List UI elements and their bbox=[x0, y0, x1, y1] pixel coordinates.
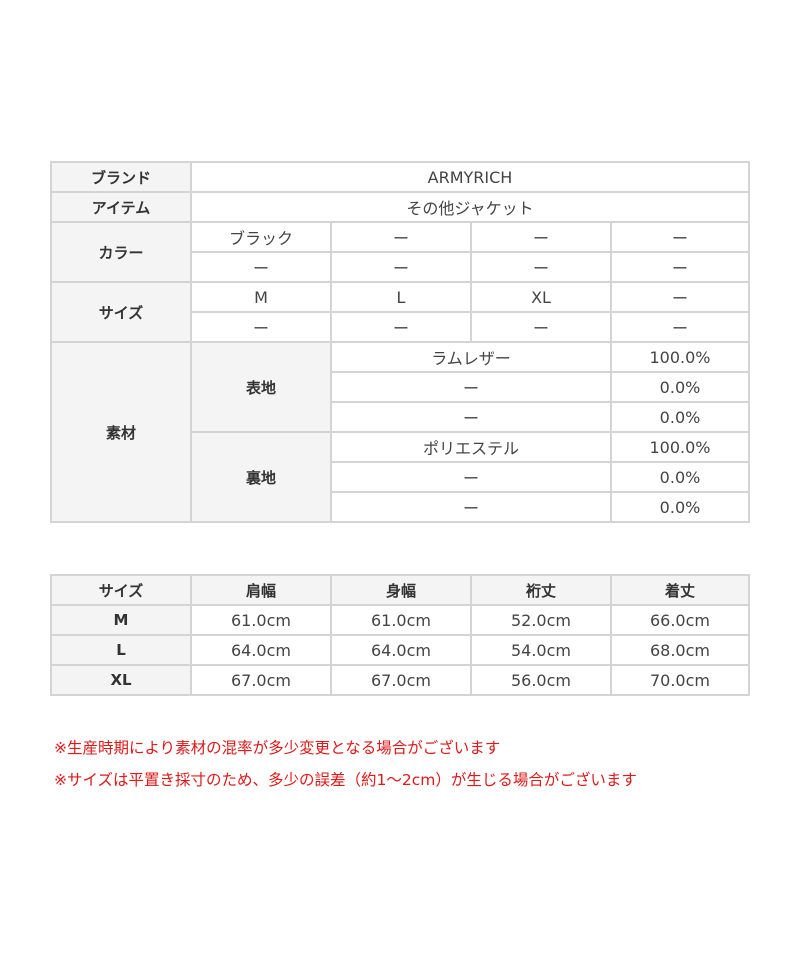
material-name: ー bbox=[330, 401, 612, 433]
color-cell: ー bbox=[610, 221, 750, 253]
table-row: ー ー ー ー bbox=[51, 311, 750, 343]
color-cell: ー bbox=[470, 221, 612, 253]
table-cell: 61.0cm bbox=[190, 604, 332, 636]
outer-label: 表地 bbox=[190, 341, 332, 433]
table-cell: 64.0cm bbox=[330, 634, 472, 666]
size-cell: L bbox=[330, 281, 472, 313]
color-cell: ー bbox=[330, 251, 472, 283]
material-name: ー bbox=[330, 371, 612, 403]
table-row: アイテム その他ジャケット bbox=[50, 191, 750, 223]
table-cell: 70.0cm bbox=[610, 664, 750, 696]
size-cell: ー bbox=[330, 311, 472, 343]
material-pct: 0.0% bbox=[610, 371, 750, 403]
size-cell: M bbox=[190, 281, 332, 313]
size-cell: ー bbox=[610, 281, 750, 313]
table-row: ー 0.0% bbox=[51, 401, 750, 433]
color-cell: ー bbox=[610, 251, 750, 283]
note-material: ※生産時期により素材の混率が多少変更となる場合がございます bbox=[54, 739, 501, 757]
color-cell: ー bbox=[330, 221, 472, 253]
table-row: 裏地 ポリエステル 100.0% bbox=[51, 431, 750, 523]
item-value: その他ジャケット bbox=[190, 191, 750, 223]
color-cell: ブラック bbox=[190, 221, 332, 253]
size-label: サイズ bbox=[50, 281, 192, 343]
table-cell: 66.0cm bbox=[610, 604, 750, 636]
table-row: ー ー ー ー bbox=[51, 251, 750, 283]
table-row: L 64.0cm 64.0cm 54.0cm 68.0cm bbox=[50, 634, 750, 666]
row-header: XL bbox=[50, 664, 192, 696]
note-size: ※サイズは平置き採寸のため、多少の誤差（約1～2cm）が生じる場合がございます bbox=[54, 771, 637, 789]
table-row: ー 0.0% bbox=[51, 371, 750, 403]
table-row: ブランド ARMYRICH bbox=[50, 161, 750, 193]
material-pct: 0.0% bbox=[610, 491, 750, 523]
table-cell: 64.0cm bbox=[190, 634, 332, 666]
row-header: M bbox=[50, 604, 192, 636]
spec-table: ブランド ARMYRICH アイテム その他ジャケット カラー ブラック ー ー… bbox=[50, 161, 750, 523]
table-cell: 56.0cm bbox=[470, 664, 612, 696]
color-cell: ー bbox=[470, 251, 612, 283]
material-name: ラムレザー bbox=[330, 341, 612, 373]
table-row: カラー ブラック ー ー ー bbox=[50, 221, 750, 283]
material-pct: 0.0% bbox=[610, 461, 750, 493]
material-name: ー bbox=[330, 461, 612, 493]
column-header: サイズ bbox=[50, 574, 192, 606]
material-name: ポリエステル bbox=[330, 431, 612, 463]
material-pct: 100.0% bbox=[610, 431, 750, 463]
column-header: 身幅 bbox=[330, 574, 472, 606]
table-row: サイズ M L XL ー bbox=[50, 281, 750, 343]
size-cell: XL bbox=[470, 281, 612, 313]
material-label: 素材 bbox=[50, 341, 192, 523]
item-label: アイテム bbox=[50, 191, 192, 223]
size-table: サイズ 肩幅 身幅 裄丈 着丈 M 61.0cm 61.0cm 52.0cm 6… bbox=[50, 574, 750, 696]
column-header: 着丈 bbox=[610, 574, 750, 606]
table-cell: 54.0cm bbox=[470, 634, 612, 666]
column-header: 肩幅 bbox=[190, 574, 332, 606]
table-row: ー 0.0% bbox=[51, 491, 750, 523]
row-header: L bbox=[50, 634, 192, 666]
color-label: カラー bbox=[50, 221, 192, 283]
table-row: ー 0.0% bbox=[51, 461, 750, 493]
material-pct: 0.0% bbox=[610, 401, 750, 433]
table-row: 素材 表地 ラムレザー 100.0% bbox=[50, 341, 750, 523]
size-cell: ー bbox=[610, 311, 750, 343]
color-cell: ー bbox=[190, 251, 332, 283]
size-cell: ー bbox=[190, 311, 332, 343]
material-pct: 100.0% bbox=[610, 341, 750, 373]
lining-label: 裏地 bbox=[190, 431, 332, 523]
table-cell: 68.0cm bbox=[610, 634, 750, 666]
table-cell: 67.0cm bbox=[190, 664, 332, 696]
table-row: M 61.0cm 61.0cm 52.0cm 66.0cm bbox=[50, 604, 750, 636]
material-name: ー bbox=[330, 491, 612, 523]
table-cell: 67.0cm bbox=[330, 664, 472, 696]
table-cell: 52.0cm bbox=[470, 604, 612, 636]
table-row: XL 67.0cm 67.0cm 56.0cm 70.0cm bbox=[50, 664, 750, 696]
brand-label: ブランド bbox=[50, 161, 192, 193]
brand-value: ARMYRICH bbox=[190, 161, 750, 193]
size-table-header: サイズ 肩幅 身幅 裄丈 着丈 bbox=[50, 574, 750, 606]
table-cell: 61.0cm bbox=[330, 604, 472, 636]
column-header: 裄丈 bbox=[470, 574, 612, 606]
size-cell: ー bbox=[470, 311, 612, 343]
